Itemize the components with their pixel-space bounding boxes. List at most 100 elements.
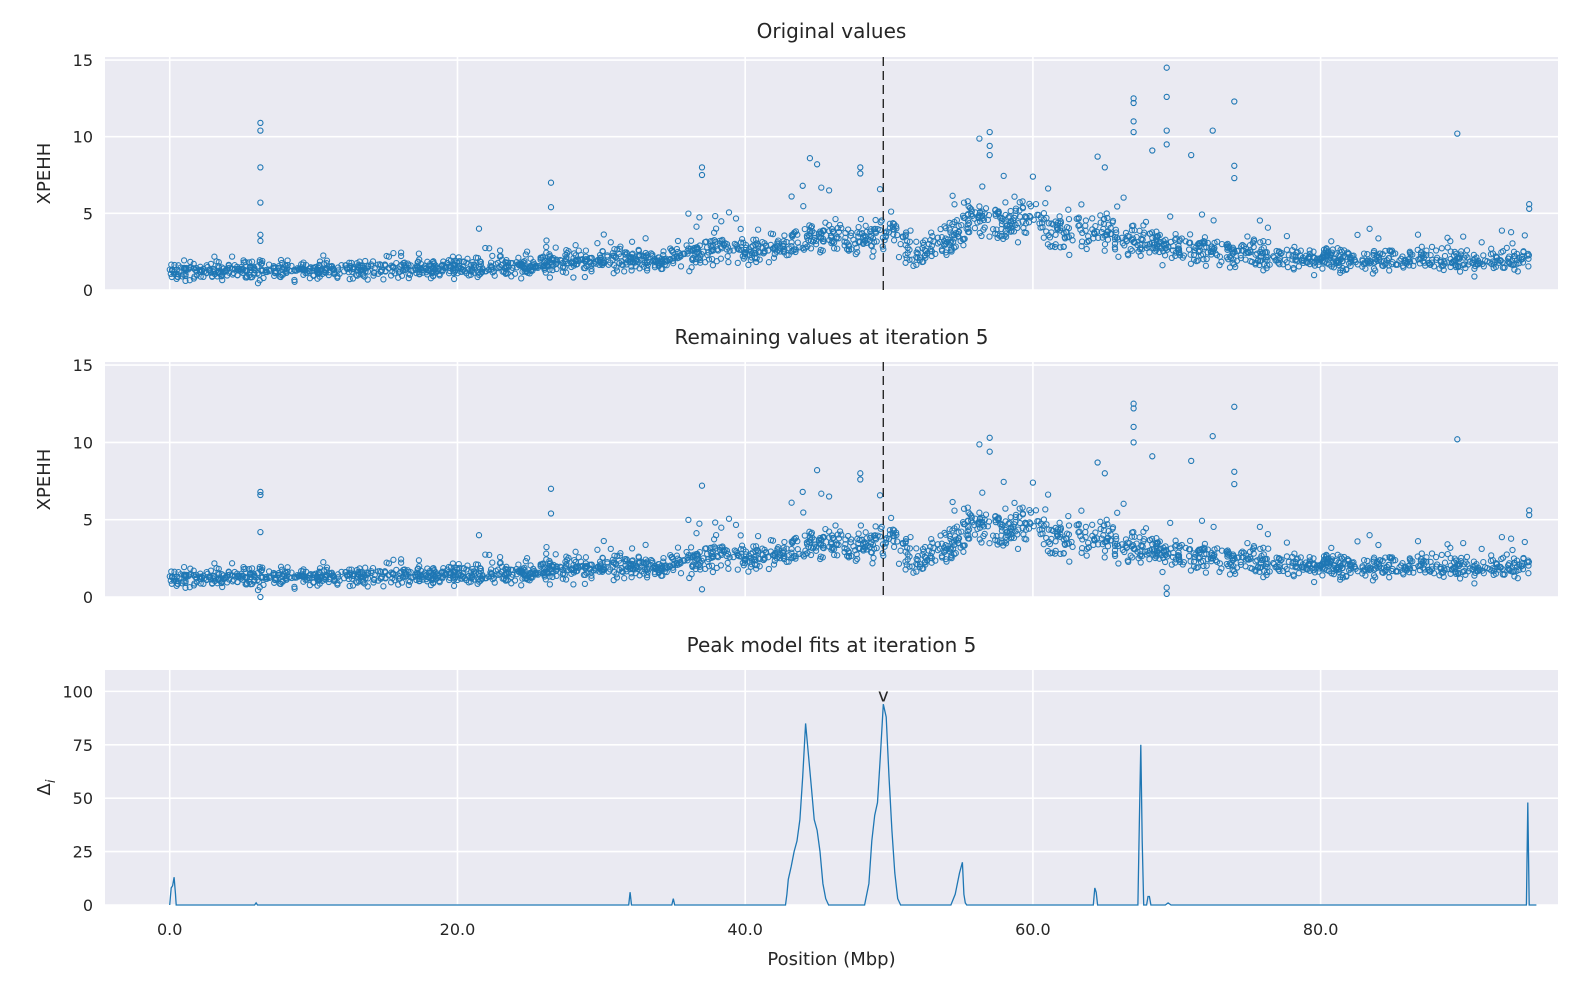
- data-point: [652, 258, 659, 266]
- data-point: [1092, 222, 1099, 230]
- data-point: [206, 574, 213, 581]
- data-point: [1182, 238, 1189, 245]
- data-point: [518, 570, 526, 577]
- data-point: [1163, 590, 1170, 598]
- data-point: [664, 257, 671, 265]
- data-point: [835, 535, 843, 542]
- data-point: [986, 233, 993, 240]
- data-point: [328, 569, 336, 576]
- data-point: [1293, 249, 1300, 256]
- data-point: [1498, 533, 1506, 541]
- x-tick-label: 20.0: [440, 920, 476, 939]
- data-point: [553, 572, 560, 580]
- data-point: [1328, 238, 1335, 245]
- data-point: [1066, 558, 1073, 565]
- data-point: [445, 270, 453, 277]
- data-point: [829, 544, 836, 551]
- data-point: [310, 272, 317, 279]
- data-point: [1428, 259, 1436, 266]
- data-point: [361, 580, 368, 587]
- data-point: [1163, 93, 1170, 101]
- data-point: [938, 246, 946, 253]
- data-point: [1040, 541, 1047, 548]
- data-point: [1328, 544, 1335, 552]
- data-point: [813, 467, 821, 474]
- data-point: [405, 581, 412, 589]
- data-point: [822, 525, 829, 533]
- data-point: [1335, 257, 1342, 264]
- data-point: [600, 231, 607, 238]
- data-point: [734, 551, 741, 559]
- data-point: [1188, 151, 1195, 159]
- data-point: [1388, 567, 1395, 575]
- data-point: [502, 269, 510, 276]
- data-point: [1475, 259, 1483, 266]
- data-point: [981, 530, 988, 538]
- data-point: [968, 210, 975, 218]
- data-point: [1167, 519, 1174, 527]
- data-point: [416, 577, 423, 585]
- data-point: [734, 245, 741, 252]
- data-point: [1248, 258, 1256, 266]
- data-point: [1414, 231, 1422, 238]
- data-point: [642, 561, 650, 568]
- data-point: [1179, 254, 1186, 261]
- data-point: [1306, 250, 1313, 258]
- data-point: [1343, 572, 1350, 580]
- data-point: [941, 223, 948, 230]
- data-point: [803, 232, 811, 240]
- data-point: [718, 524, 725, 531]
- data-point: [320, 559, 327, 566]
- data-point: [521, 575, 528, 582]
- data-point: [468, 575, 475, 582]
- data-point: [1401, 563, 1408, 570]
- data-point: [1035, 211, 1042, 219]
- data-point: [995, 209, 1002, 216]
- data-point: [316, 263, 323, 270]
- data-point: [1237, 252, 1244, 259]
- data-point: [1082, 534, 1089, 541]
- data-point: [803, 539, 811, 546]
- data-point: [588, 265, 595, 273]
- data-point: [414, 565, 422, 572]
- data-point: [1250, 542, 1258, 550]
- data-point: [450, 275, 458, 283]
- data-point: [1273, 554, 1280, 561]
- data-point: [1170, 242, 1177, 250]
- data-point: [1345, 557, 1352, 565]
- data-point: [550, 255, 557, 262]
- data-point: [1083, 245, 1090, 253]
- data-point: [1386, 267, 1393, 274]
- data-point: [1283, 539, 1291, 546]
- data-point: [405, 262, 412, 269]
- data-point: [1187, 260, 1195, 267]
- data-point: [1131, 238, 1138, 246]
- data-point: [604, 558, 611, 566]
- data-point: [1439, 262, 1447, 270]
- data-point: [848, 536, 855, 543]
- data-point: [954, 539, 962, 547]
- data-point: [559, 268, 566, 275]
- data-point: [573, 568, 580, 575]
- data-point: [1283, 565, 1290, 573]
- data-point: [696, 214, 703, 221]
- data-point: [571, 556, 578, 564]
- data-point: [1503, 244, 1510, 252]
- data-point: [196, 575, 203, 582]
- data-point: [1107, 531, 1114, 538]
- data-point: [1458, 248, 1465, 255]
- data-point: [1422, 262, 1429, 269]
- data-point: [1092, 529, 1099, 536]
- data-point: [762, 242, 769, 249]
- data-point: [748, 244, 755, 251]
- data-point: [222, 575, 229, 582]
- data-point: [995, 515, 1002, 522]
- data-point: [1480, 252, 1487, 259]
- data-point: [1161, 252, 1169, 259]
- data-point: [543, 568, 550, 575]
- data-point: [1310, 578, 1318, 586]
- series-line: [169, 704, 1537, 906]
- data-point: [1208, 558, 1215, 565]
- data-point: [1054, 226, 1061, 233]
- data-point: [635, 246, 642, 254]
